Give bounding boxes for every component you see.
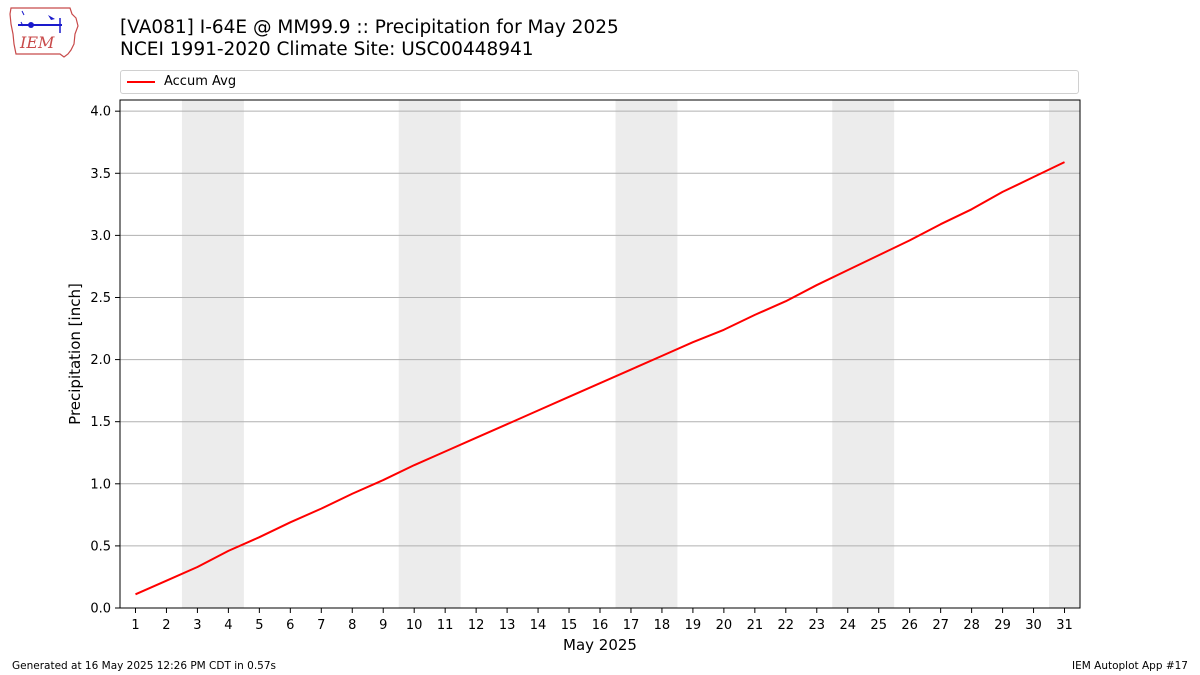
y-tick-label: 4.0	[90, 105, 111, 120]
legend-swatch-accum-avg	[127, 81, 155, 83]
y-tick-label: 0.0	[90, 602, 111, 617]
series-line-accum-avg	[135, 161, 1065, 596]
x-tick-label: 24	[839, 618, 856, 633]
weekend-shade-band	[1049, 100, 1080, 608]
footer-app: IEM Autoplot App #17	[1072, 660, 1188, 672]
y-tick-label: 1.5	[90, 415, 111, 430]
weekend-shade-band	[398, 100, 461, 608]
x-tick-label: 4	[224, 618, 232, 633]
x-tick-label: 5	[255, 618, 263, 633]
x-tick-label: 22	[778, 618, 795, 633]
x-tick-label: 2	[162, 618, 170, 633]
weekend-shade-band	[832, 100, 895, 608]
x-tick-label: 28	[963, 618, 980, 633]
x-tick-label: 25	[870, 618, 887, 633]
x-tick-label: 10	[406, 618, 423, 633]
x-tick-label: 29	[994, 618, 1011, 633]
iem-logo: IEM	[8, 6, 80, 58]
x-tick-label: 1	[131, 618, 139, 633]
y-tick-label: 2.5	[90, 291, 111, 306]
y-axis-ticks: 0.0 0.5 1.0 1.5 2.0 2.5 3.0 3.5 4.0	[90, 105, 120, 617]
gridlines	[120, 110, 1080, 609]
x-tick-label: 8	[348, 618, 356, 633]
chart-title: [VA081] I-64E @ MM99.9 :: Precipitation …	[120, 17, 619, 61]
x-tick-label: 19	[685, 618, 702, 633]
chart-legend: Accum Avg	[120, 70, 1079, 94]
y-tick-label: 1.0	[90, 477, 111, 492]
legend-label-accum-avg: Accum Avg	[164, 74, 237, 89]
weekend-shade-band	[181, 100, 244, 608]
x-tick-label: 7	[317, 618, 325, 633]
logo-text: IEM	[19, 33, 55, 52]
x-tick-label: 26	[901, 618, 918, 633]
x-tick-label: 27	[932, 618, 949, 633]
x-tick-label: 3	[193, 618, 201, 633]
x-axis-label: May 2025	[563, 636, 637, 654]
footer-generated: Generated at 16 May 2025 12:26 PM CDT in…	[12, 660, 276, 672]
x-tick-label: 18	[654, 618, 671, 633]
x-tick-label: 16	[592, 618, 609, 633]
y-tick-label: 3.0	[90, 229, 111, 244]
x-tick-label: 15	[561, 618, 578, 633]
x-tick-label: 9	[379, 618, 387, 633]
y-axis-label: Precipitation [inch]	[66, 283, 84, 425]
x-tick-label: 20	[716, 618, 733, 633]
weekend-shading	[181, 100, 1080, 608]
x-tick-label: 14	[530, 618, 547, 633]
x-tick-label: 17	[623, 618, 640, 633]
x-tick-label: 13	[499, 618, 516, 633]
x-tick-label: 23	[809, 618, 826, 633]
y-tick-label: 0.5	[90, 539, 111, 554]
x-tick-label: 30	[1025, 618, 1042, 633]
x-tick-label: 6	[286, 618, 294, 633]
x-tick-label: 21	[747, 618, 764, 633]
iowa-state-outline-icon: IEM	[9, 7, 79, 58]
chart-title-line1: [VA081] I-64E @ MM99.9 :: Precipitation …	[120, 17, 619, 38]
plot-frame	[119, 99, 1081, 609]
x-tick-label: 31	[1056, 618, 1073, 633]
series-layer	[135, 161, 1065, 596]
chart-title-line2: NCEI 1991-2020 Climate Site: USC00448941	[120, 39, 534, 60]
x-tick-label: 11	[437, 618, 454, 633]
y-tick-label: 2.0	[90, 353, 111, 368]
x-axis-ticks: 1 2 3 4 5 6 7 8 9 10 11 12 13 14 15 16 17 18 19 20 21 22 23 24 2…	[131, 608, 1073, 633]
y-tick-label: 3.5	[90, 167, 111, 182]
x-tick-label: 12	[468, 618, 485, 633]
